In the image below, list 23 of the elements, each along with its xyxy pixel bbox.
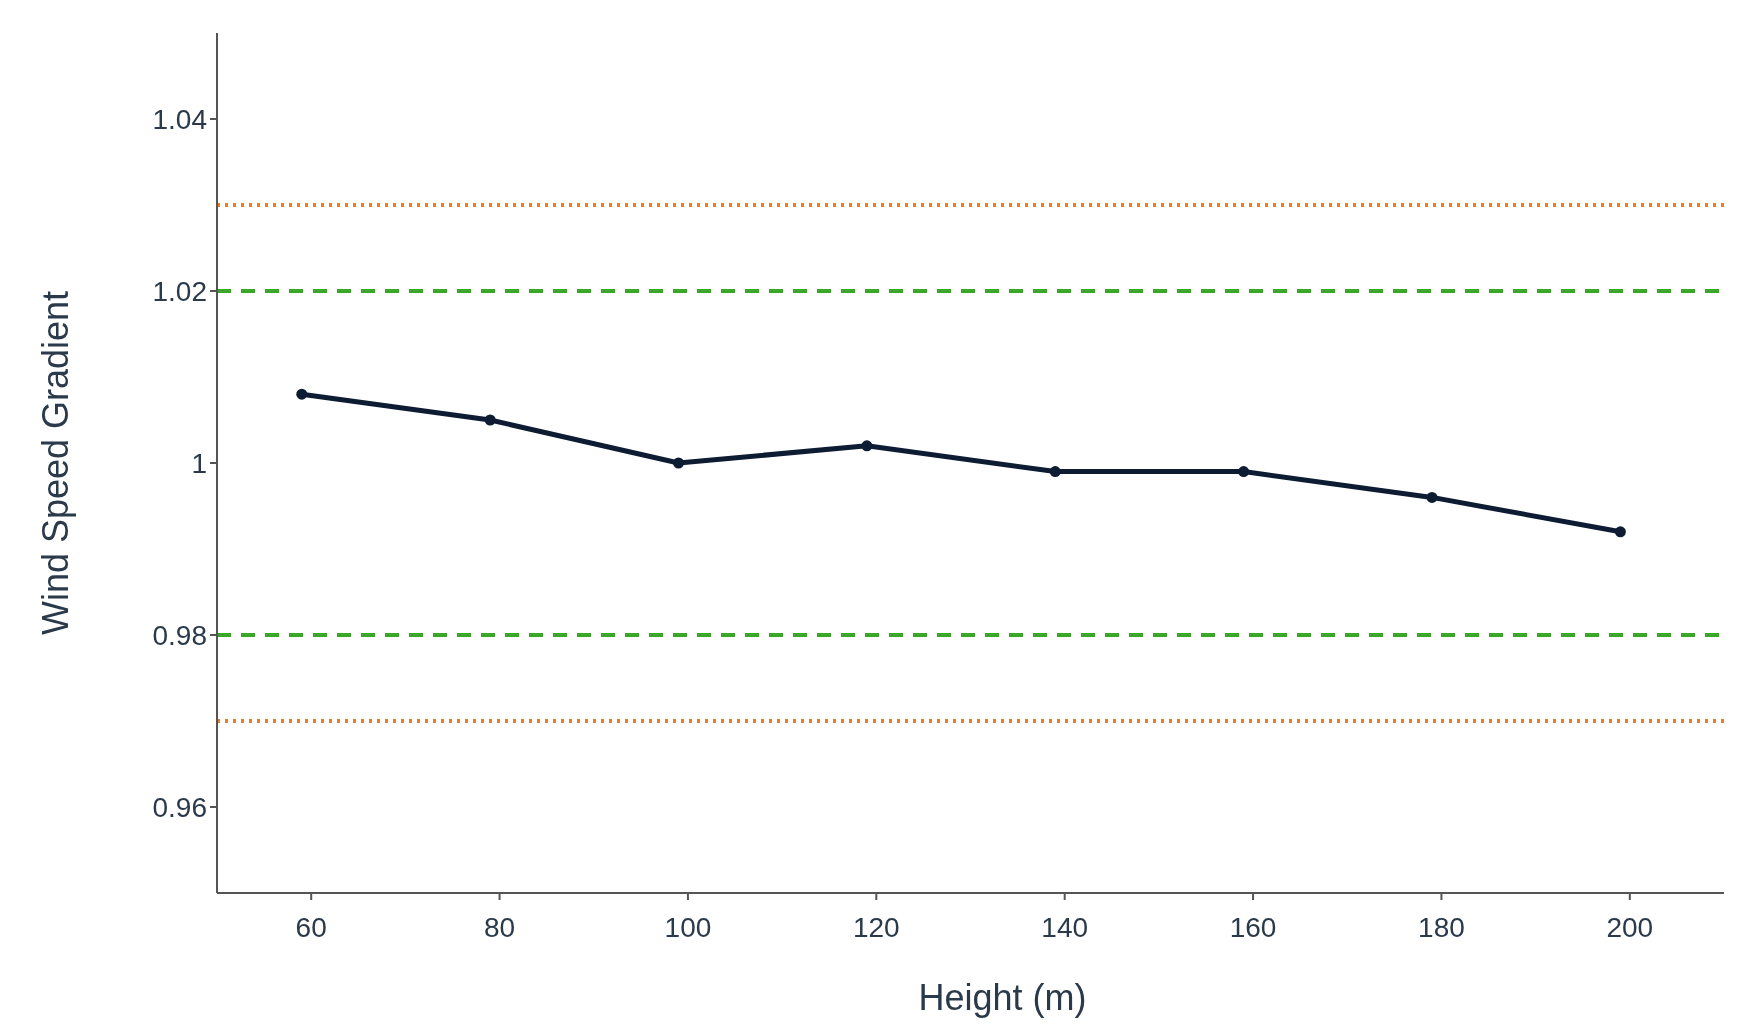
x-tick-label: 60 — [295, 912, 327, 943]
point — [484, 414, 496, 426]
y-tick-label: 0.98 — [152, 619, 207, 651]
y-tick-label: 1 — [191, 447, 207, 479]
point — [1614, 526, 1626, 538]
point — [861, 440, 873, 452]
x-tick-label: 160 — [1229, 912, 1277, 943]
x-tick-label: 100 — [664, 912, 712, 943]
y-tick-label: 1.04 — [152, 103, 207, 135]
x-axis-title: Height (m) — [918, 977, 1087, 1018]
x-tick-label: 80 — [483, 912, 516, 943]
x-tick-label: 180 — [1418, 912, 1465, 943]
x-tick-label: 140 — [1041, 912, 1089, 943]
x-tick-label: 200 — [1606, 912, 1654, 943]
y-tick-label: 0.96 — [152, 791, 207, 823]
point — [1238, 466, 1250, 478]
point — [1426, 491, 1438, 503]
point — [673, 457, 685, 469]
y-tick-label: 1.02 — [152, 275, 207, 307]
point — [1049, 466, 1061, 478]
x-tick-label: 120 — [852, 912, 900, 943]
y-axis-title: Wind Speed Gradient — [35, 290, 76, 636]
point — [296, 388, 308, 400]
